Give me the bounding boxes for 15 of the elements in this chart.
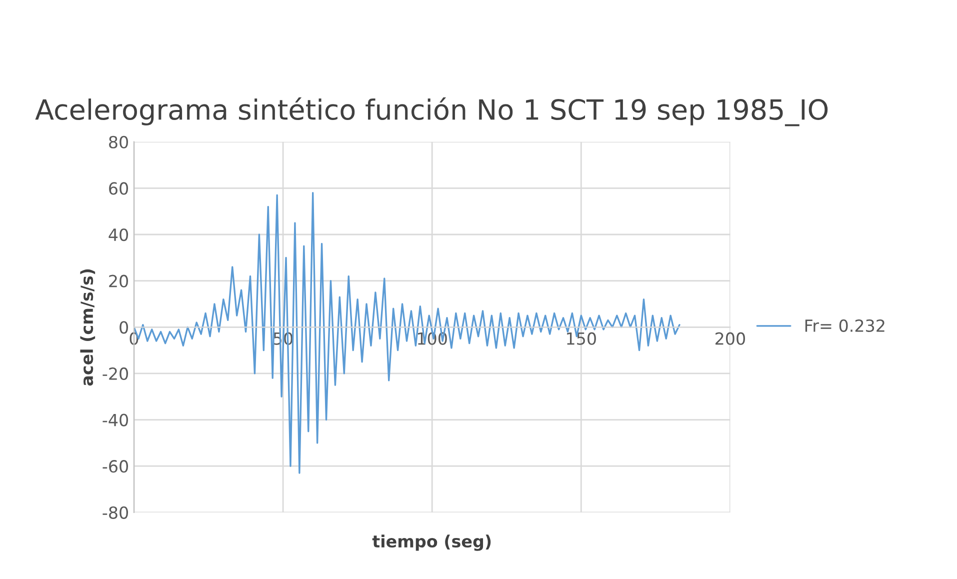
x-tick-label: 200 [716,332,745,345]
y-tick-label: -60 [102,460,128,473]
chart-title: Acelerograma sintético función No 1 SCT 19 sep 1985_IO [35,97,828,126]
y-tick-label: -80 [102,506,128,519]
y-tick-label: 80 [109,136,128,148]
y-tick-label: 40 [108,228,128,242]
y-tick-label: -40 [102,414,128,426]
x-axis-title: tiempo (seg) [372,534,491,551]
y-tick-label: 20 [109,274,128,288]
y-tick-label: -20 [102,367,128,380]
y-axis-title: acel (cm/s/s) [80,269,96,386]
legend-label: Fr= 0.232 [805,319,884,332]
y-tick-label: 60 [109,182,128,195]
x-tick-label: 150 [567,332,596,345]
y-tick-label: 0 [120,321,128,334]
